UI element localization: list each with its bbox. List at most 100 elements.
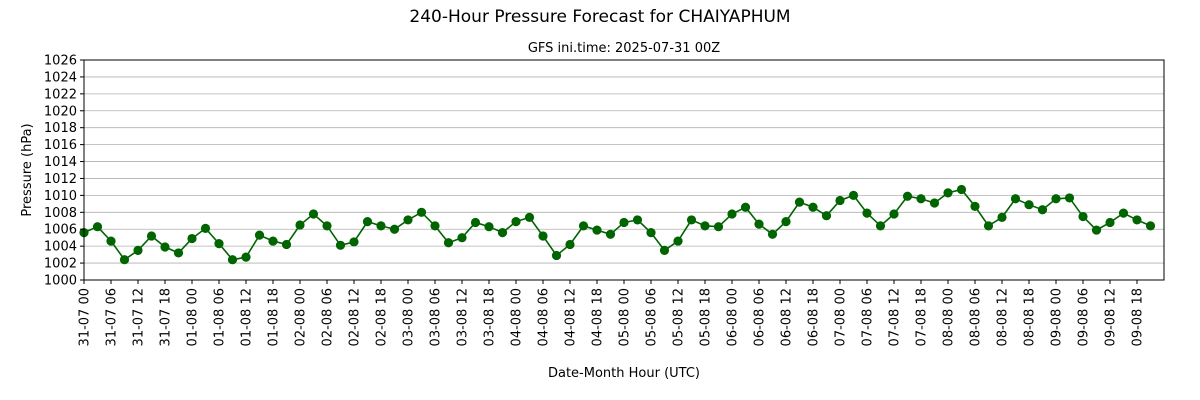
- pressure-data-point: [1118, 208, 1129, 218]
- pressure-data-point: [862, 208, 872, 218]
- pressure-data-point: [727, 209, 737, 219]
- x-tick-label: 03-08 00: [402, 288, 417, 346]
- pressure-data-point: [484, 222, 494, 232]
- x-axis: 31-07 00 31-07 06 31-07 12 31-07 18 01-08 00…: [78, 280, 1146, 346]
- x-tick-label: 07-08 12: [888, 288, 903, 346]
- x-tick-label: 08-08 00: [942, 288, 957, 346]
- pressure-data-point: [740, 202, 751, 212]
- pressure-data-point: [794, 197, 805, 207]
- pressure-data-point: [1105, 217, 1115, 228]
- pressure-data-point: [376, 221, 386, 231]
- x-tick-label: 05-08 06: [645, 288, 660, 346]
- pressure-data-point: [565, 239, 575, 250]
- pressure-data-point: [92, 222, 103, 232]
- pressure-data-point: [848, 190, 859, 200]
- pressure-data-point: [416, 207, 427, 217]
- pressure-data-point: [457, 233, 467, 243]
- x-tick-label: 06-08 00: [726, 288, 741, 346]
- pressure-data-point: [160, 242, 170, 252]
- pressure-data-point: [1145, 221, 1156, 231]
- y-tick-label: 1020: [44, 104, 77, 119]
- series-layer: [79, 184, 1156, 265]
- pressure-data-point: [956, 184, 967, 195]
- pressure-data-point: [200, 223, 211, 233]
- pressure-data-point: [133, 245, 143, 255]
- y-tick-label: 1004: [44, 240, 77, 255]
- pressure-data-point: [173, 248, 184, 258]
- x-tick-label: 01-08 06: [213, 288, 228, 346]
- pressure-data-point: [106, 236, 116, 246]
- pressure-data-point: [241, 252, 251, 262]
- x-tick-label: 05-08 00: [618, 288, 633, 346]
- x-tick-label: 04-08 06: [537, 288, 552, 346]
- pressure-data-point: [619, 217, 629, 228]
- pressure-data-point: [983, 221, 994, 231]
- x-tick-label: 04-08 00: [510, 288, 525, 346]
- pressure-data-point: [227, 255, 238, 265]
- x-tick-label: 06-08 12: [780, 288, 795, 346]
- x-tick-label: 07-08 18: [915, 288, 930, 346]
- pressure-data-point: [335, 240, 346, 250]
- pressure-data-point: [470, 217, 481, 228]
- x-tick-label: 04-08 12: [564, 288, 579, 346]
- pressure-data-point: [646, 228, 656, 238]
- x-tick-label: 05-08 12: [672, 288, 687, 346]
- pressure-data-point: [673, 236, 683, 246]
- pressure-data-point: [308, 209, 319, 219]
- pressure-data-point: [551, 250, 562, 261]
- pressure-data-point: [403, 215, 413, 225]
- x-tick-label: 02-08 18: [375, 288, 390, 346]
- pressure-data-point: [659, 245, 670, 255]
- pressure-data-point: [578, 221, 589, 231]
- y-tick-label: 1002: [44, 257, 77, 272]
- pressure-data-point: [187, 233, 197, 244]
- pressure-data-point: [889, 209, 899, 219]
- x-tick-label: 08-08 12: [996, 288, 1011, 346]
- x-tick-label: 04-08 18: [591, 288, 606, 346]
- x-tick-label: 09-08 12: [1104, 288, 1119, 346]
- pressure-data-point: [214, 239, 224, 249]
- pressure-data-point: [524, 212, 535, 222]
- pressure-data-point: [268, 236, 278, 246]
- pressure-data-point: [281, 239, 292, 250]
- pressure-data-point: [997, 212, 1007, 222]
- x-tick-label: 03-08 18: [483, 288, 498, 346]
- pressure-data-point: [295, 220, 305, 230]
- pressure-data-point: [1078, 211, 1088, 222]
- pressure-data-point: [767, 229, 778, 239]
- y-tick-label: 1018: [44, 121, 77, 136]
- y-axis-label: Pressure (hPa): [20, 123, 35, 216]
- pressure-data-point: [430, 221, 440, 231]
- pressure-data-point: [808, 202, 818, 212]
- pressure-data-point: [700, 221, 710, 231]
- y-tick-label: 1024: [44, 70, 77, 85]
- x-tick-label: 31-07 00: [78, 288, 93, 346]
- y-tick-label: 1016: [44, 138, 77, 153]
- pressure-data-point: [1091, 225, 1102, 235]
- y-tick-label: 1012: [44, 172, 77, 187]
- pressure-data-point: [497, 228, 508, 238]
- x-tick-label: 03-08 12: [456, 288, 471, 346]
- pressure-data-point: [538, 231, 548, 241]
- x-tick-label: 01-08 12: [240, 288, 255, 346]
- pressure-data-point: [1051, 194, 1061, 204]
- y-tick-label: 1000: [44, 274, 77, 289]
- pressure-data-point: [592, 225, 602, 235]
- pressure-data-point: [781, 217, 791, 227]
- pressure-data-point: [916, 194, 926, 204]
- gridlines: [84, 59, 1164, 281]
- plot-area-frame: [83, 59, 1165, 281]
- pressure-data-point: [1064, 193, 1075, 203]
- pressure-data-point: [686, 215, 697, 225]
- x-axis-label: Date-Month Hour (UTC): [548, 366, 700, 381]
- pressure-data-point: [119, 255, 130, 265]
- pressure-data-point: [1024, 200, 1034, 210]
- y-tick-label: 1008: [44, 206, 77, 221]
- pressure-data-point: [754, 219, 764, 229]
- x-tick-label: 31-07 06: [105, 288, 120, 346]
- x-tick-label: 06-08 18: [807, 288, 822, 346]
- x-tick-label: 09-08 00: [1050, 288, 1065, 346]
- pressure-data-point: [362, 217, 373, 227]
- pressure-data-point: [322, 221, 332, 231]
